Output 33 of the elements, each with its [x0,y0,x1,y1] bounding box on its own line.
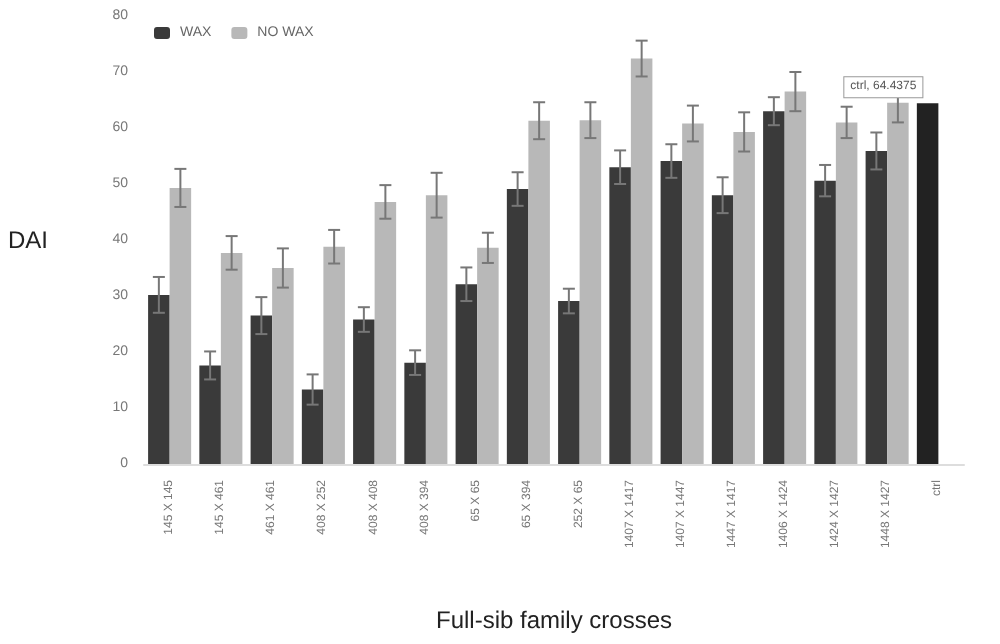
bar [404,362,426,464]
bar [250,315,273,464]
bar [425,195,448,464]
bar [220,252,243,464]
y-axis-title: DAI [7,226,48,254]
x-axis-title: Full-sib family crosses [435,606,673,634]
bar [630,58,653,464]
bar [455,284,478,464]
bar [579,120,602,464]
bar [682,123,704,464]
bar [528,120,550,464]
bar [916,103,939,464]
bar [353,319,375,464]
bar [323,246,345,464]
bar [374,201,397,464]
bar [272,268,294,464]
bar [784,91,807,464]
bar [835,122,858,464]
bar [865,150,888,464]
bar [887,102,909,464]
bar [711,195,734,464]
bar [814,180,836,464]
bar [199,365,221,464]
bar [506,189,529,464]
bar [301,389,324,464]
bar [169,187,192,464]
bar [477,247,499,464]
bar [763,111,785,464]
bar [558,301,580,464]
bar [660,161,683,464]
bar [148,294,170,464]
bar [609,167,631,464]
bar [733,131,755,464]
